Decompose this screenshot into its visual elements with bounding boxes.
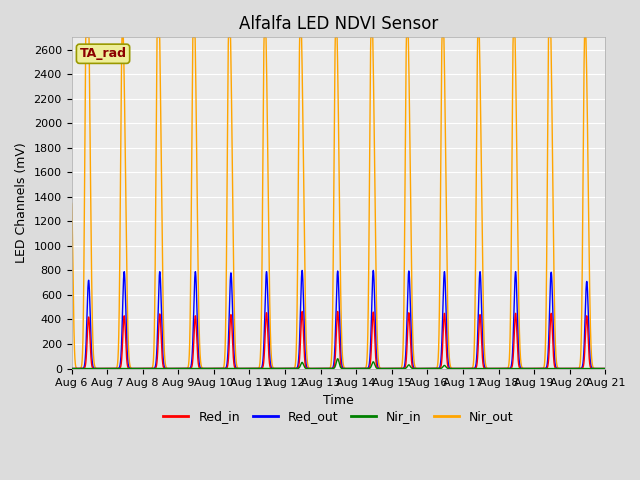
Legend: Red_in, Red_out, Nir_in, Nir_out: Red_in, Red_out, Nir_in, Nir_out (158, 406, 518, 429)
Text: TA_rad: TA_rad (79, 47, 127, 60)
Title: Alfalfa LED NDVI Sensor: Alfalfa LED NDVI Sensor (239, 15, 438, 33)
X-axis label: Time: Time (323, 394, 354, 407)
Y-axis label: LED Channels (mV): LED Channels (mV) (15, 143, 28, 264)
